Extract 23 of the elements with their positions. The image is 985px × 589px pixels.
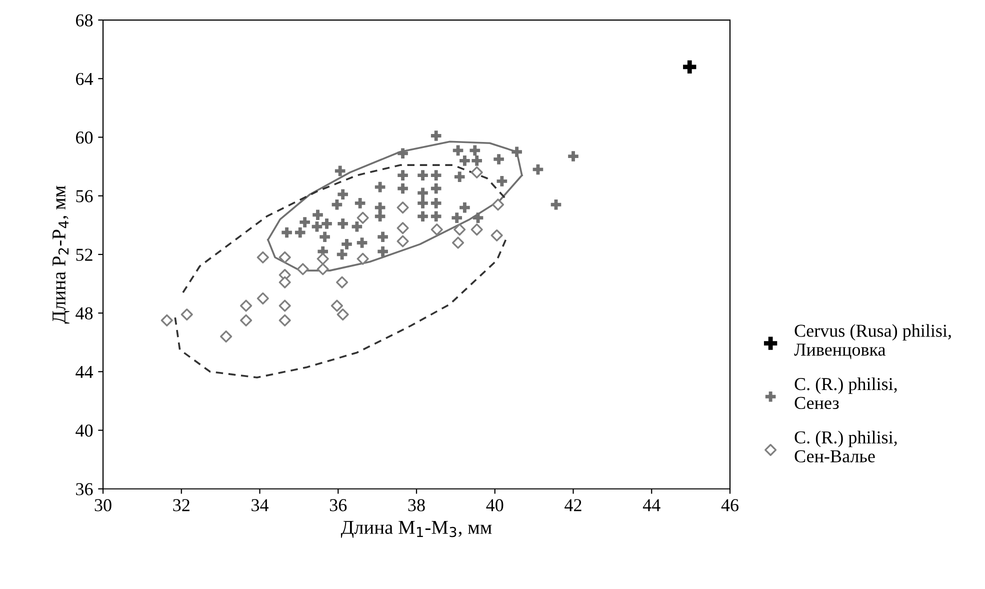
y-tick-label: 56 bbox=[76, 190, 93, 202]
x-tick-label: 44 bbox=[642, 499, 660, 512]
x-tick-label: 40 bbox=[486, 499, 504, 512]
x-tick-label: 30 bbox=[94, 499, 112, 512]
legend-label: C. (R.) philisi, Сен-Валье bbox=[794, 430, 897, 462]
y-tick-label: 48 bbox=[76, 307, 93, 320]
legend-label: Cervus (Rusa) philisi, Ливенцовка bbox=[794, 324, 951, 360]
x-tick-label: 36 bbox=[330, 499, 347, 512]
y-tick-label: 40 bbox=[76, 424, 93, 437]
y-tick-label: 44 bbox=[76, 366, 94, 378]
y-axis-title: Длина P$_{2}$-P$_{4}$, мм bbox=[52, 186, 70, 324]
y-tick-label: 52 bbox=[76, 248, 92, 261]
y-tick-label: 36 bbox=[76, 483, 93, 496]
y-tick-label: 64 bbox=[76, 72, 94, 86]
x-tick-label: 34 bbox=[252, 499, 269, 512]
x-tick-label: 32 bbox=[173, 499, 190, 512]
x-tick-label: 42 bbox=[564, 499, 582, 512]
y-tick-label: 68 bbox=[76, 14, 93, 26]
x-axis-title: Длина M$_{1}$-M$_{3}$, мм bbox=[340, 521, 492, 538]
legend-label: C. (R.) philisi, Сенез bbox=[794, 377, 897, 410]
y-tick-label: 60 bbox=[76, 131, 93, 144]
x-tick-label: 38 bbox=[408, 499, 425, 512]
x-tick-label: 46 bbox=[721, 499, 738, 512]
